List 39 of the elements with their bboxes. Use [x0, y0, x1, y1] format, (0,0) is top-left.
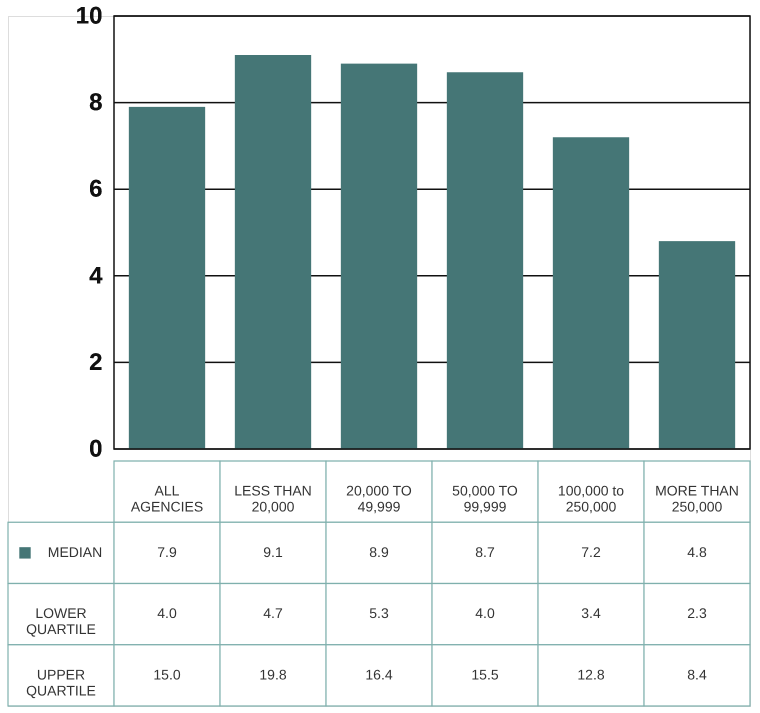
data-label: 9.1	[263, 544, 283, 560]
bar	[658, 241, 736, 449]
data-label: 4.8	[687, 544, 707, 560]
y-tick-label: 0	[89, 436, 102, 462]
y-tick-label: 8	[89, 89, 102, 116]
x-tick-label: 20,000 TO 49,999	[346, 482, 412, 515]
data-label: 8.9	[369, 544, 389, 560]
text: 4.7	[263, 605, 283, 622]
bar	[446, 72, 524, 449]
bar	[552, 137, 630, 449]
data-label: 7.2	[581, 544, 601, 560]
text: 2.3	[687, 605, 707, 622]
bar	[234, 54, 312, 449]
text: 8.4	[687, 666, 707, 682]
text: 5.3	[369, 605, 389, 622]
bar	[128, 106, 206, 449]
x-tick-label: ALL AGENCIES	[130, 482, 204, 515]
text: 16.4	[365, 666, 393, 682]
text: LOWER QUARTILE	[26, 605, 96, 638]
bar	[340, 64, 418, 449]
x-tick-label: 50,000 TO 99,999	[452, 482, 518, 515]
text: 15.5	[471, 666, 499, 682]
y-tick-label: 10	[76, 2, 102, 30]
text: 15.0	[153, 666, 181, 682]
y-tick-label: 4	[89, 262, 104, 290]
text: UPPER QUARTILE	[26, 666, 96, 698]
text: 12.8	[577, 666, 605, 682]
x-tick-label: MORE THAN 250,000	[655, 482, 739, 515]
x-tick-label: 100,000 to 250,000	[558, 482, 624, 515]
text: 4.0	[475, 605, 495, 622]
legend-label: MEDIAN	[48, 544, 102, 560]
data-label: 7.9	[157, 544, 177, 560]
y-tick-label: 2	[89, 348, 102, 376]
text: 4.0	[157, 605, 177, 622]
y-tick-label: 6	[89, 176, 102, 203]
data-label: 8.7	[475, 544, 495, 560]
text: 19.8	[259, 666, 287, 682]
text: 3.4	[581, 605, 601, 622]
x-tick-label: LESS THAN 20,000	[234, 482, 312, 515]
